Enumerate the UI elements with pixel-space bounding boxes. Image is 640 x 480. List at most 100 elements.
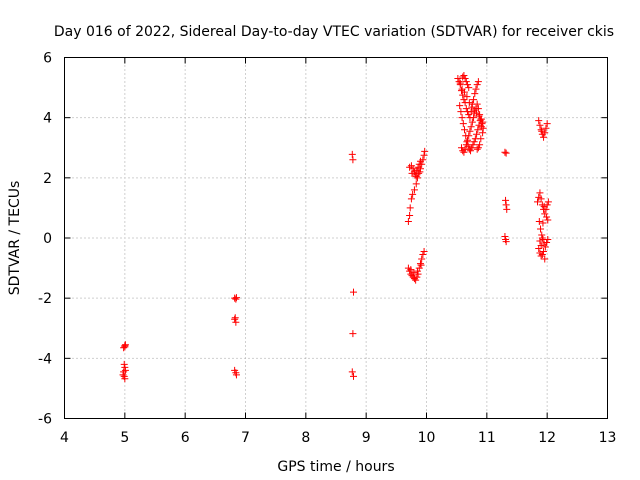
data-point bbox=[538, 234, 546, 242]
data-point bbox=[537, 225, 545, 233]
grid bbox=[64, 57, 608, 419]
data-point bbox=[536, 189, 544, 197]
data-point bbox=[461, 126, 469, 134]
data-point bbox=[502, 238, 510, 246]
data-point bbox=[419, 251, 427, 259]
data-point bbox=[544, 236, 552, 244]
data-point bbox=[121, 366, 129, 374]
data-point bbox=[461, 88, 469, 96]
data-point bbox=[479, 124, 487, 132]
data-point bbox=[467, 147, 475, 155]
x-tick-label: 12 bbox=[538, 430, 556, 446]
data-point bbox=[472, 85, 480, 93]
data-point bbox=[473, 145, 481, 153]
data-point bbox=[503, 205, 511, 213]
y-axis-label: SDTVAR / TECUs bbox=[7, 181, 23, 296]
data-point bbox=[457, 144, 465, 152]
data-point bbox=[456, 79, 464, 87]
data-point bbox=[231, 294, 239, 302]
data-point bbox=[461, 75, 469, 83]
data-point bbox=[418, 255, 426, 263]
data-point bbox=[412, 171, 420, 179]
data-point bbox=[465, 84, 473, 92]
data-point bbox=[537, 242, 545, 250]
data-point bbox=[474, 144, 482, 152]
data-point bbox=[232, 295, 240, 303]
data-point bbox=[409, 165, 417, 173]
data-point bbox=[232, 294, 240, 302]
x-tick-label: 9 bbox=[362, 430, 371, 446]
x-axis-label: GPS time / hours bbox=[277, 459, 394, 475]
chart-title: Day 016 of 2022, Sidereal Day-to-day VTE… bbox=[54, 24, 614, 40]
data-point bbox=[535, 117, 543, 125]
data-point bbox=[540, 248, 548, 256]
x-tick-label: 11 bbox=[478, 430, 496, 446]
data-point bbox=[476, 141, 484, 149]
data-point bbox=[537, 252, 545, 260]
y-tick-label: -4 bbox=[38, 351, 52, 367]
data-point bbox=[120, 360, 128, 368]
x-tick-label: 13 bbox=[599, 430, 617, 446]
data-point bbox=[534, 198, 542, 206]
data-point bbox=[461, 145, 469, 153]
data-point bbox=[467, 108, 475, 116]
data-point bbox=[474, 105, 482, 113]
data-point bbox=[413, 174, 421, 182]
data-point bbox=[543, 213, 551, 221]
data-point bbox=[474, 78, 482, 86]
data-point bbox=[473, 81, 481, 89]
data-point bbox=[415, 264, 423, 272]
data-point bbox=[538, 251, 546, 259]
data-point bbox=[478, 120, 486, 128]
data-point bbox=[541, 210, 549, 218]
data-point bbox=[538, 231, 546, 239]
data-point bbox=[421, 147, 429, 155]
data-point bbox=[535, 217, 543, 225]
data-point bbox=[463, 138, 471, 146]
axis-ticks bbox=[64, 57, 608, 419]
data-point bbox=[468, 144, 476, 152]
y-tick-label: 2 bbox=[43, 171, 52, 187]
data-point bbox=[409, 190, 417, 198]
data-point bbox=[540, 202, 548, 210]
data-point bbox=[473, 130, 481, 138]
data-point bbox=[474, 126, 482, 134]
y-tick-label: -2 bbox=[38, 291, 52, 307]
data-point bbox=[455, 78, 463, 86]
data-point bbox=[416, 168, 424, 176]
data-point bbox=[479, 118, 487, 126]
data-point bbox=[477, 135, 485, 143]
data-point bbox=[406, 267, 414, 275]
data-point bbox=[501, 232, 509, 240]
data-point bbox=[404, 217, 412, 225]
data-point bbox=[464, 142, 472, 150]
data-point bbox=[407, 266, 415, 274]
data-point bbox=[462, 141, 470, 149]
data-point bbox=[463, 93, 471, 101]
data-point bbox=[407, 195, 415, 203]
data-point bbox=[468, 118, 476, 126]
data-point bbox=[477, 115, 485, 123]
data-point bbox=[464, 136, 472, 144]
data-point bbox=[349, 372, 357, 380]
data-point bbox=[479, 129, 487, 137]
data-point bbox=[470, 96, 478, 104]
data-point bbox=[543, 120, 551, 128]
data-points bbox=[119, 72, 552, 383]
data-point bbox=[415, 160, 423, 168]
data-point bbox=[457, 108, 465, 116]
data-point bbox=[231, 314, 239, 322]
data-point bbox=[460, 72, 468, 80]
x-tick-label: 8 bbox=[301, 430, 310, 446]
data-point bbox=[456, 102, 464, 110]
y-tick-label: 0 bbox=[43, 231, 52, 247]
data-point bbox=[416, 157, 424, 165]
data-point bbox=[538, 127, 546, 135]
data-point bbox=[412, 276, 420, 284]
data-point bbox=[460, 148, 468, 156]
data-point bbox=[232, 371, 240, 379]
tick-labels: 4 5 6 7 8 9 10 11 12 13 -6 -4 -2 0 2 4 6 bbox=[38, 51, 616, 447]
data-point bbox=[466, 127, 474, 135]
y-tick-label: -6 bbox=[38, 412, 52, 428]
x-tick-label: 6 bbox=[181, 430, 190, 446]
